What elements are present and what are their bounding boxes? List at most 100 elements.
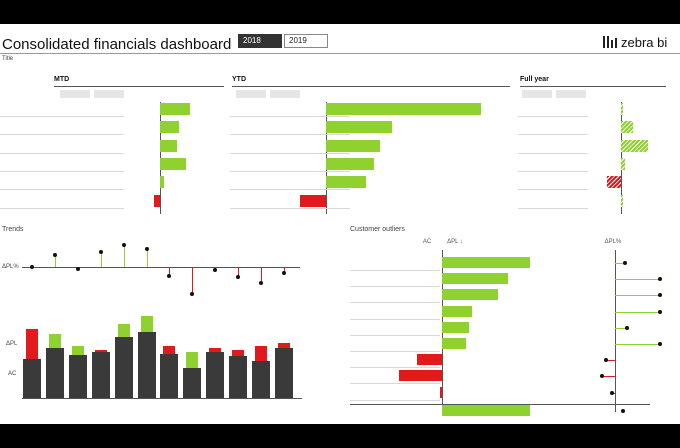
row-divider	[0, 189, 124, 191]
mtd-delta-bar	[160, 121, 179, 134]
pct-stem	[192, 267, 194, 295]
pct-dot	[259, 280, 263, 285]
section-underline	[520, 86, 666, 87]
column-header-bar	[236, 90, 266, 98]
mtd-delta-bar	[160, 176, 165, 189]
ytd-delta-bar	[326, 139, 381, 152]
ytd-delta-bar	[326, 121, 392, 134]
outliers-col-dpl[interactable]: ΔPL ↓	[447, 239, 463, 245]
ac-column	[23, 358, 41, 398]
pct-dot	[190, 292, 195, 297]
customer-pct-dot	[658, 293, 662, 298]
pct-dot	[75, 267, 80, 272]
row-divider	[350, 399, 440, 401]
customer-pct-stem	[601, 376, 615, 378]
ac-column	[68, 355, 87, 398]
trends-ac-label: AC	[8, 371, 17, 377]
customer-pct-dot	[599, 374, 604, 379]
row-divider	[230, 189, 350, 191]
customer-pct-stem	[615, 311, 660, 313]
customer-pct-dot	[610, 390, 615, 395]
pct-dot	[236, 275, 241, 280]
row-divider	[518, 189, 588, 191]
row-divider	[0, 134, 124, 136]
pct-dot	[281, 270, 286, 275]
year-tab-2018[interactable]: 2018	[238, 34, 282, 48]
bottom-letterbox	[0, 424, 680, 448]
pct-dot	[121, 243, 126, 248]
pl-delta-bar	[117, 323, 130, 337]
column-header-bar	[556, 90, 586, 98]
ytd-delta-bar	[326, 157, 375, 170]
column-header-bar	[522, 90, 552, 98]
customer-pct-dot	[623, 261, 628, 265]
customer-pct-stem	[606, 360, 615, 362]
customer-pct-stem	[615, 279, 660, 281]
top-letterbox	[0, 0, 680, 24]
header-divider	[0, 53, 680, 54]
pct-dot	[144, 247, 149, 252]
outliers-pct-axis	[615, 250, 616, 412]
row-divider	[518, 170, 588, 172]
section-ytd: YTD	[232, 76, 246, 83]
total-line	[350, 403, 650, 405]
pct-stem	[100, 251, 102, 267]
total-pct-dot	[621, 408, 625, 413]
ytd-delta-bar	[326, 103, 481, 115]
customer-pct-dot	[625, 325, 630, 330]
customer-pct-stem	[615, 344, 660, 345]
pct-stem	[283, 267, 285, 273]
row-divider	[230, 170, 350, 172]
customer-delta-bar	[442, 338, 466, 349]
customer-pct-stem	[615, 327, 628, 329]
section-underline	[232, 86, 510, 87]
subtitle: Title	[2, 56, 14, 62]
pct-stem	[123, 245, 125, 267]
pct-stem	[54, 255, 56, 267]
pl-delta-bar	[186, 351, 199, 369]
row-divider	[350, 351, 440, 352]
trends-title: Trends	[2, 226, 24, 233]
total-delta-bar	[442, 404, 530, 416]
pl-delta-bar	[209, 348, 222, 352]
ac-column	[160, 353, 179, 398]
customer-delta-bar	[417, 354, 442, 366]
column-header-bar	[270, 90, 300, 98]
year-tab-2019[interactable]: 2019	[284, 34, 328, 48]
customer-delta-bar	[442, 257, 530, 268]
ac-column	[183, 368, 202, 398]
ac-column	[206, 351, 225, 398]
pct-dot	[167, 273, 172, 278]
pl-delta-bar	[232, 349, 245, 357]
outliers-col-dplpct: ΔPL%	[604, 239, 622, 245]
outliers-col-ac: AC	[422, 239, 432, 245]
customer-pct-dot	[658, 342, 662, 346]
section-underline	[54, 86, 224, 87]
mtd-delta-bar	[160, 157, 187, 170]
row-divider	[230, 116, 350, 117]
ac-column	[229, 356, 248, 398]
page-title: Consolidated financials dashboard	[2, 36, 232, 53]
brand-logo: zebra bi	[603, 34, 667, 50]
ytd-delta-bar	[299, 194, 326, 207]
customer-pct-dot	[604, 358, 609, 363]
row-divider	[0, 170, 124, 172]
row-divider	[0, 152, 124, 154]
ytd-delta-bar	[326, 176, 366, 189]
trends-pl-label: ΔPL	[6, 341, 18, 347]
row-divider	[230, 152, 350, 154]
fy-delta-bar	[621, 194, 623, 207]
row-divider	[350, 318, 440, 320]
trends-pct-label: ΔPL%	[2, 264, 19, 270]
trends-pct-baseline	[22, 267, 300, 268]
row-divider	[0, 207, 124, 209]
row-divider	[0, 116, 124, 117]
row-divider	[518, 207, 588, 209]
row-divider	[230, 207, 350, 209]
ac-column	[91, 351, 110, 398]
fy-delta-bar	[621, 121, 634, 134]
customer-delta-bar	[442, 305, 472, 317]
mtd-delta-bar	[160, 139, 177, 152]
row-divider	[230, 134, 350, 136]
